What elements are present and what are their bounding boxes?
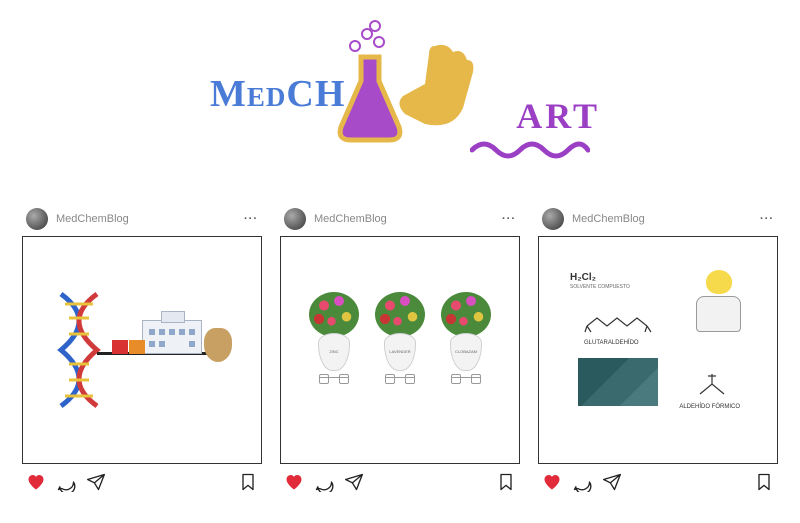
post-card: MedChemBlog ··· ZINC LAVENDER CLOBAZAM: [280, 202, 520, 492]
share-icon[interactable]: [86, 472, 106, 492]
more-options-button[interactable]: ···: [760, 213, 774, 225]
post-header: MedChemBlog ···: [538, 202, 778, 236]
more-options-button[interactable]: ···: [502, 213, 516, 225]
thumb-dna-chemistry: [57, 290, 227, 410]
formula-sublabel: SOLVENTE COMPUESTO: [570, 284, 630, 290]
post-actions: [22, 464, 262, 492]
post-feed: MedChemBlog ···: [0, 190, 800, 492]
structure-icon: [583, 308, 653, 336]
save-icon[interactable]: [496, 472, 516, 492]
more-options-button[interactable]: ···: [244, 213, 258, 225]
avatar[interactable]: [284, 208, 306, 230]
structure-label: ALDEHÍDO FÓRMICO: [679, 404, 740, 410]
thumb-chem-collage: H₂Cl₂ SOLVENTE COMPUESTO GLUTARALDEHÍDO …: [558, 260, 758, 440]
like-icon[interactable]: [284, 472, 304, 492]
post-image[interactable]: ZINC LAVENDER CLOBAZAM: [280, 236, 520, 464]
comment-icon[interactable]: [56, 472, 76, 492]
structure-icon: [690, 370, 740, 400]
post-actions: [538, 464, 778, 492]
avatar[interactable]: [542, 208, 564, 230]
like-icon[interactable]: [542, 472, 562, 492]
comment-icon[interactable]: [572, 472, 592, 492]
photo-thumb: [578, 358, 658, 406]
formula-label: H₂Cl₂: [570, 272, 596, 283]
like-icon[interactable]: [26, 472, 46, 492]
logo-text-right: ART: [516, 95, 600, 137]
thumb-flower-vases: ZINC LAVENDER CLOBAZAM: [309, 292, 491, 409]
post-header: MedChemBlog ···: [280, 202, 520, 236]
comment-icon[interactable]: [314, 472, 334, 492]
username-label[interactable]: MedChemBlog: [314, 213, 387, 225]
structure-label: GLUTARALDEHÍDO: [584, 340, 639, 346]
username-label[interactable]: MedChemBlog: [572, 213, 645, 225]
save-icon[interactable]: [754, 472, 774, 492]
post-image[interactable]: H₂Cl₂ SOLVENTE COMPUESTO GLUTARALDEHÍDO …: [538, 236, 778, 464]
squiggle-icon: [470, 138, 590, 163]
dna-icon: [49, 290, 109, 410]
username-label[interactable]: MedChemBlog: [56, 213, 129, 225]
cartoon-scientist-icon: [691, 270, 746, 340]
post-header: MedChemBlog ···: [22, 202, 262, 236]
save-icon[interactable]: [238, 472, 258, 492]
share-icon[interactable]: [344, 472, 364, 492]
logo-banner: MedCH ART: [0, 0, 800, 190]
logo: MedCH ART: [210, 20, 590, 170]
hand-icon: [375, 38, 475, 133]
post-image[interactable]: [22, 236, 262, 464]
logo-text-left: MedCH: [210, 72, 345, 116]
post-actions: [280, 464, 520, 492]
share-icon[interactable]: [602, 472, 622, 492]
post-card: MedChemBlog ··· H₂Cl₂ SOLVENTE COMPUESTO…: [538, 202, 778, 492]
post-card: MedChemBlog ···: [22, 202, 262, 492]
avatar[interactable]: [26, 208, 48, 230]
